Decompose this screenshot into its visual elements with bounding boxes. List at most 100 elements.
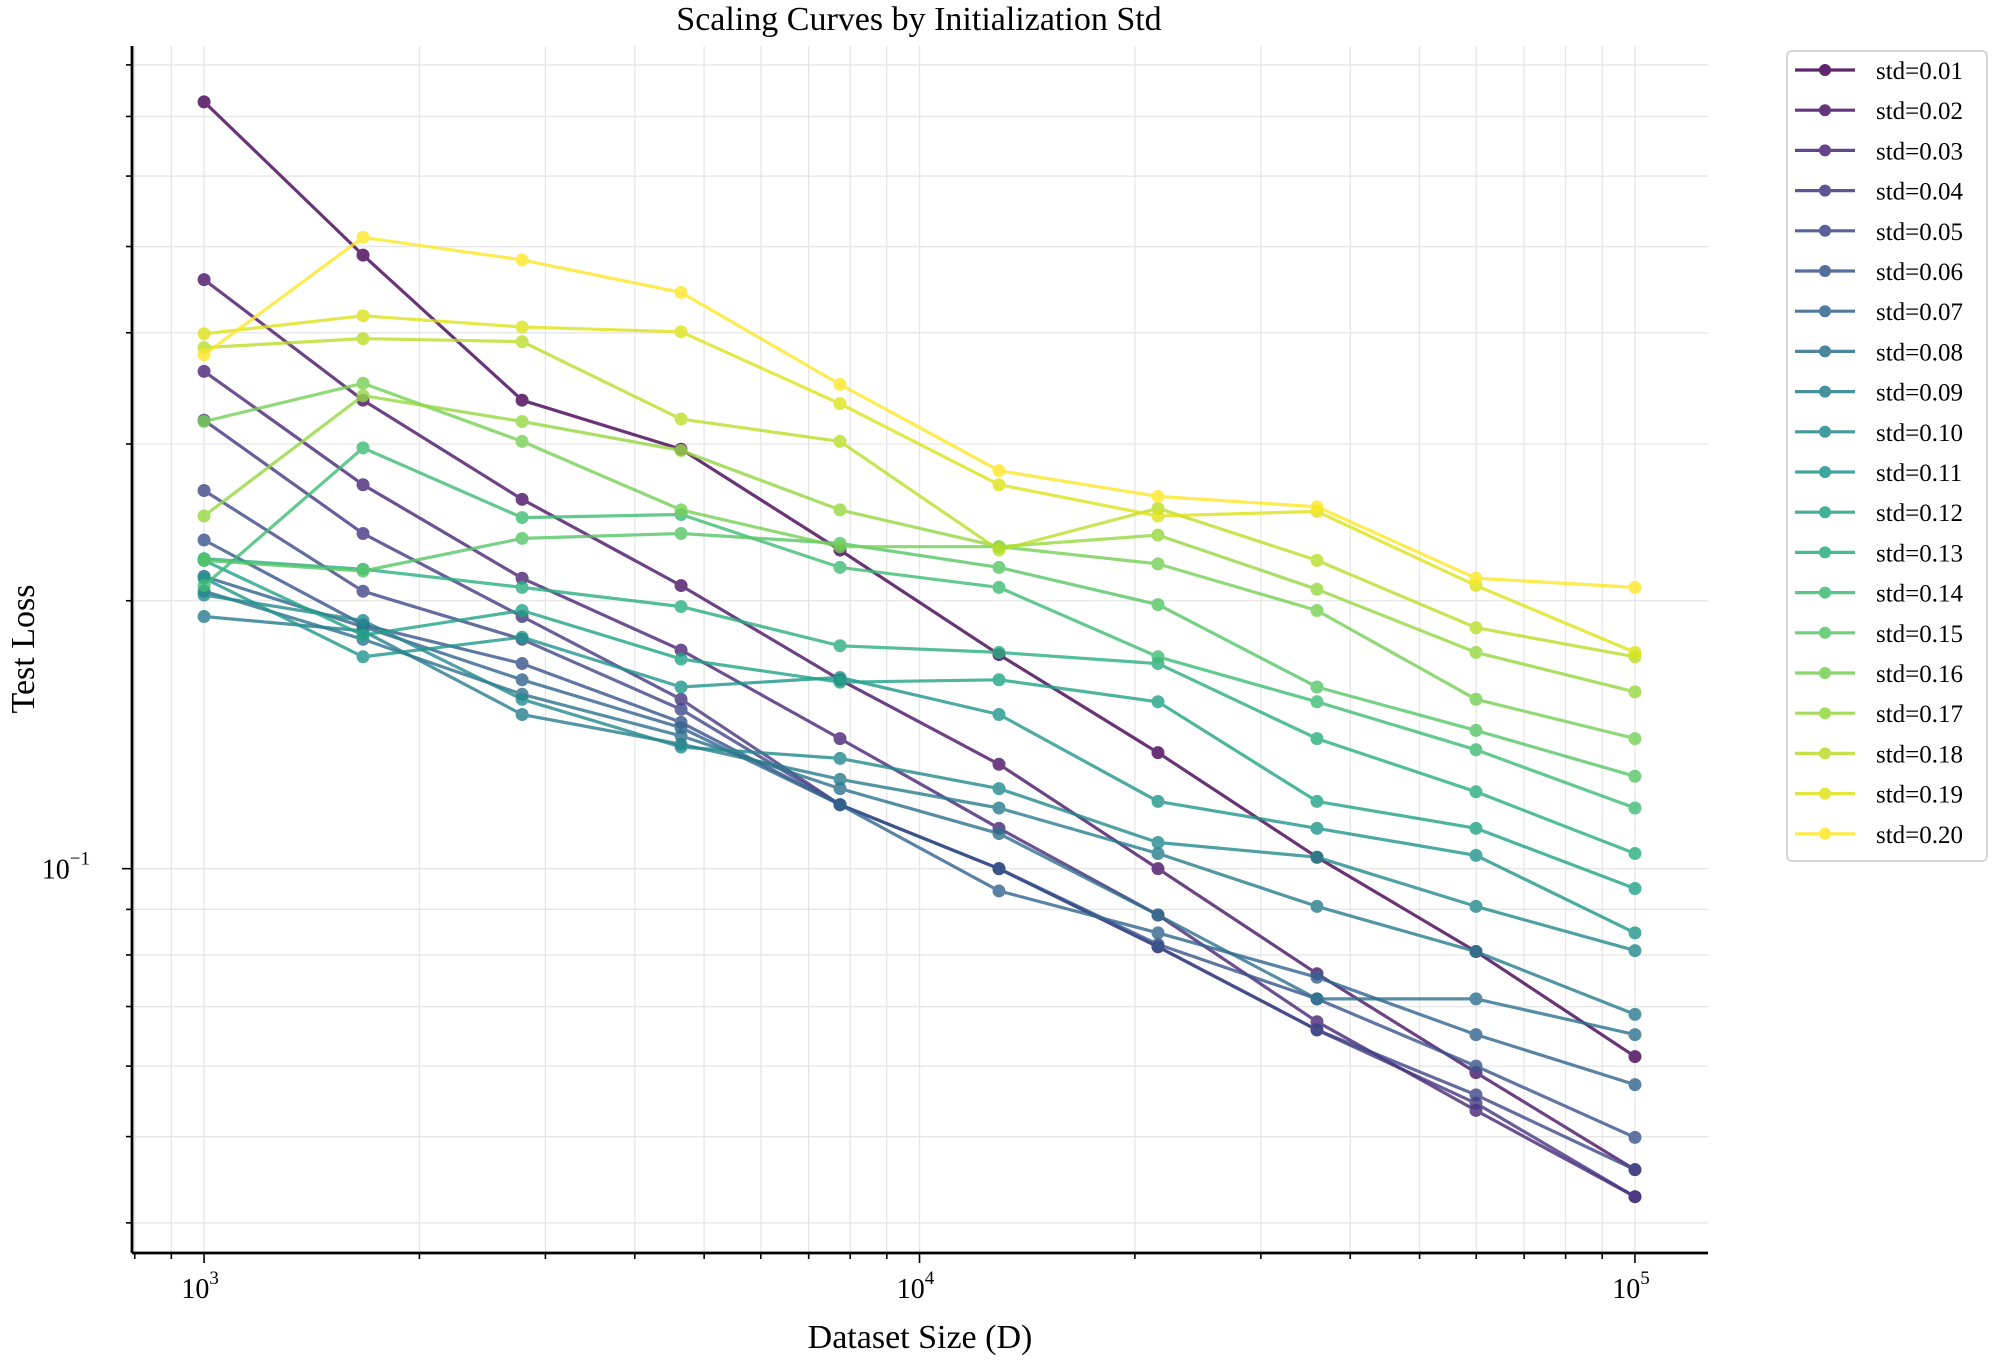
data-point [356, 230, 370, 244]
series-std-0.17 [197, 389, 1642, 699]
legend-item [1795, 345, 1855, 358]
data-point [833, 639, 847, 653]
legend-box [1786, 50, 1988, 862]
x-tick-label: 105 [1612, 1268, 1650, 1305]
data-point [1628, 881, 1642, 895]
data-point [992, 862, 1006, 876]
data-point [992, 543, 1006, 557]
data-point [197, 414, 211, 428]
data-point [674, 285, 688, 299]
series-line [203, 446, 1636, 810]
data-point [1310, 695, 1324, 709]
data-point [1469, 992, 1483, 1006]
legend-label: std=0.15 [1876, 621, 1963, 648]
data-point [674, 600, 688, 614]
data-point [992, 782, 1006, 796]
legend-marker [1819, 184, 1831, 197]
legend-marker [1819, 144, 1831, 157]
legend-label: std=0.20 [1876, 822, 1963, 849]
series-line [203, 576, 1636, 935]
data-point [992, 884, 1006, 898]
data-point [992, 560, 1006, 574]
data-point [1310, 500, 1324, 514]
data-point [1151, 847, 1165, 861]
data-point [1310, 794, 1324, 808]
legend-label: std=0.05 [1876, 219, 1963, 246]
legend-item [1795, 184, 1855, 197]
legend-item [1795, 224, 1855, 237]
y-tick-label: 10−1 [42, 849, 90, 886]
data-point [833, 397, 847, 411]
legend-marker [1819, 64, 1831, 76]
data-point [1628, 580, 1642, 594]
grid [132, 46, 1708, 1253]
legend-label: std=0.09 [1876, 380, 1963, 407]
x-tick-label: 103 [181, 1268, 219, 1305]
legend-label: std=0.04 [1876, 179, 1964, 206]
data-point [1628, 801, 1642, 815]
data-point [674, 652, 688, 666]
data-point [197, 273, 211, 287]
data-point [1469, 1088, 1483, 1102]
data-point [833, 798, 847, 812]
ticks: 103 104 105 10−1 [42, 64, 1650, 1305]
data-point [1310, 604, 1324, 618]
data-point [1310, 821, 1324, 835]
data-point [1151, 598, 1165, 612]
data-point [1469, 1059, 1483, 1073]
legend-item [1795, 64, 1855, 76]
legend-item [1795, 667, 1855, 679]
data-point [515, 571, 529, 585]
legend-marker [1819, 466, 1831, 478]
series-layer [197, 95, 1642, 1204]
data-point [1151, 794, 1165, 808]
data-point [356, 584, 370, 598]
series-line [203, 314, 1636, 654]
series-line [203, 531, 1636, 778]
legend-marker [1819, 787, 1831, 800]
legend-marker [1819, 224, 1831, 237]
data-point [1151, 862, 1165, 876]
data-point [833, 434, 847, 448]
data-point [197, 579, 211, 593]
data-point [1469, 1028, 1483, 1042]
data-point [833, 782, 847, 796]
data-point [674, 412, 688, 426]
data-point [833, 377, 847, 391]
data-point [833, 560, 847, 574]
data-point [674, 740, 688, 754]
data-point [356, 309, 370, 323]
data-point [1628, 1078, 1642, 1092]
data-point [992, 478, 1006, 492]
series-line [203, 235, 1636, 589]
series-line [203, 278, 1636, 1172]
data-point [197, 509, 211, 523]
legend-item [1795, 425, 1855, 438]
data-point [515, 320, 529, 334]
legend-label: std=0.16 [1876, 661, 1963, 688]
data-point [1469, 645, 1483, 659]
data-point [1151, 937, 1165, 951]
legend-item [1795, 747, 1855, 760]
x-tick-label: 104 [897, 1268, 935, 1305]
data-point [1628, 685, 1642, 699]
series-line [203, 394, 1636, 694]
legend-marker [1819, 707, 1831, 720]
legend-item [1795, 787, 1855, 800]
legend-label: std=0.02 [1876, 98, 1963, 125]
data-point [1151, 528, 1165, 542]
legend-marker [1819, 305, 1831, 318]
legend-label: std=0.13 [1876, 540, 1963, 567]
legend-label: std=0.03 [1876, 138, 1963, 165]
data-point [1469, 785, 1483, 799]
data-point [1310, 1023, 1324, 1037]
data-point [1310, 553, 1324, 567]
data-point [197, 533, 211, 547]
series-line [203, 538, 1636, 1139]
data-point [356, 389, 370, 403]
data-point [1628, 847, 1642, 861]
data-point [1469, 899, 1483, 913]
data-point [356, 332, 370, 346]
data-point [1628, 926, 1642, 940]
data-point [1151, 695, 1165, 709]
